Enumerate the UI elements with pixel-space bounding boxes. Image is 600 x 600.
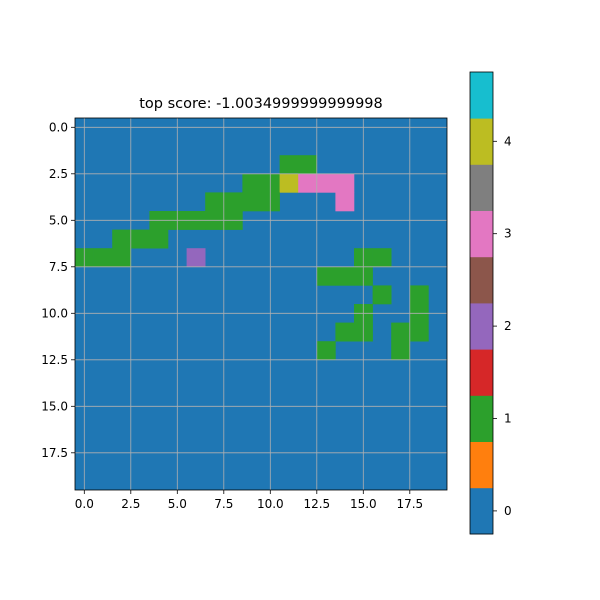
heatmap-cell <box>335 192 355 212</box>
heatmap-cell <box>93 248 113 268</box>
x-tick-label: 7.5 <box>214 497 233 511</box>
y-tick-label: 2.5 <box>49 167 68 181</box>
heatmap-cell <box>391 322 411 342</box>
plot-frame <box>74 117 448 491</box>
y-tick-label: 12.5 <box>41 353 68 367</box>
colorbar-tick-label: 2 <box>504 319 512 333</box>
colorbar-swatch <box>470 487 493 535</box>
heatmap-cell <box>298 155 318 175</box>
colorbar-swatch <box>470 303 493 350</box>
colorbar-tick-label: 0 <box>504 504 512 518</box>
colorbar-swatch <box>470 256 493 304</box>
heatmap-cell <box>335 173 355 193</box>
heatmap-cell <box>223 192 243 212</box>
heatmap-cell <box>372 248 392 268</box>
heatmap-cell <box>335 266 355 286</box>
y-tick-label: 10.0 <box>41 306 68 320</box>
heatmap-cell <box>130 229 150 249</box>
heatmap-cell <box>409 322 429 342</box>
x-tick-label: 10.0 <box>257 497 284 511</box>
heatmap-cell <box>279 155 299 175</box>
heatmap-cell <box>112 229 132 249</box>
chart-title: top score: -1.0034999999999998 <box>139 96 383 112</box>
x-axis: 0.0 2.5 5.0 7.5 10.0 12.5 15.0 17.5 <box>75 490 423 511</box>
colorbar: 0 1 2 3 4 <box>469 71 512 535</box>
heatmap-cell <box>112 248 132 268</box>
colorbar-swatch <box>470 210 493 258</box>
heatmap-cell <box>205 192 225 212</box>
colorbar-swatches <box>470 72 493 535</box>
heatmap-cell <box>149 229 169 249</box>
heatmap-cell <box>335 322 355 342</box>
x-tick-label: 15.0 <box>350 497 377 511</box>
heatmap-cell <box>242 173 262 193</box>
colorbar-swatch <box>470 349 493 396</box>
grid-layer <box>75 118 447 490</box>
colorbar-swatch <box>470 72 493 119</box>
x-tick-label: 12.5 <box>303 497 330 511</box>
heatmap-cell <box>316 173 336 193</box>
colorbar-tick-label: 1 <box>504 412 512 426</box>
heatmap-cell <box>316 266 336 286</box>
x-tick-label: 0.0 <box>75 497 94 511</box>
heatmap-cell <box>372 285 392 305</box>
colorbar-frame <box>469 71 494 535</box>
heatmap-cell <box>409 285 429 305</box>
y-tick-label: 15.0 <box>41 399 68 413</box>
heatmap-cell <box>279 173 299 193</box>
x-tick-label: 2.5 <box>121 497 140 511</box>
y-tick-label: 0.0 <box>49 120 68 134</box>
plot-area: 0.0 2.5 5.0 7.5 10.0 12.5 15.0 17.5 0.0 2.5 5.0 7.… <box>41 117 448 511</box>
colorbar-tick-label: 3 <box>504 227 512 241</box>
y-tick-label: 5.0 <box>49 213 68 227</box>
heatmap-cell <box>316 341 336 361</box>
x-tick-label: 17.5 <box>396 497 423 511</box>
y-axis: 0.0 2.5 5.0 7.5 10.0 12.5 15.0 17.5 <box>41 120 75 460</box>
x-tick-label: 5.0 <box>168 497 187 511</box>
y-tick-label: 7.5 <box>49 260 68 274</box>
colorbar-tick-label: 4 <box>504 134 512 148</box>
y-tick-label: 17.5 <box>41 446 68 460</box>
colorbar-swatch <box>470 118 493 165</box>
colorbar-swatch <box>470 395 493 442</box>
heatmap-cell <box>242 192 262 212</box>
heatmap-cell <box>298 173 318 193</box>
colorbar-swatch <box>470 164 493 211</box>
heatmap-cell <box>186 248 206 268</box>
colorbar-swatch <box>470 441 493 489</box>
heatmap-cell <box>391 341 411 361</box>
colorbar-ticks: 0 1 2 3 4 <box>493 134 512 518</box>
